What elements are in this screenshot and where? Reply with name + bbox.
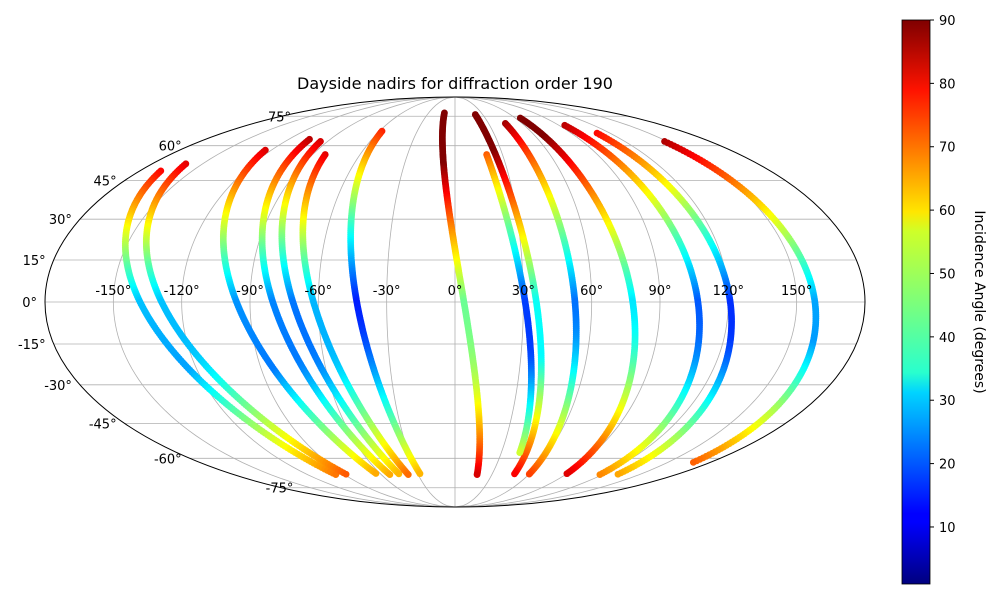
longitude-tick-label: 0° [448, 284, 463, 299]
nadir-point [473, 471, 481, 479]
latitude-tick-labels: 75° 60° 45° 30° 15° 0° -15° -30° -45° -60° -75° [18, 110, 293, 496]
colorbar-tick-label: 80 [939, 77, 956, 92]
nadir-point [416, 470, 424, 478]
nadir-point [386, 471, 394, 479]
colorbar: 10 20 30 40 50 60 70 80 90 Incidence Angle (degr… [901, 14, 987, 585]
nadir-point [511, 470, 518, 478]
nadir-point [563, 470, 571, 478]
longitude-tick-label: -30° [373, 284, 401, 299]
latitude-tick-label: -75° [266, 482, 294, 497]
colorbar-tick-label: 40 [939, 331, 956, 346]
latitude-tick-label: 60° [159, 140, 182, 155]
colorbar-tick-label: 10 [939, 521, 956, 536]
nadir-point [516, 449, 524, 456]
nadir-point [525, 470, 533, 478]
nadir-point [596, 471, 604, 479]
nadir-point [342, 470, 350, 478]
longitude-tick-label: 60° [580, 284, 603, 299]
nadir-point [395, 470, 403, 478]
longitude-tick-label: -60° [304, 284, 332, 299]
longitude-tick-label: -150° [95, 284, 131, 299]
chart-title: Dayside nadirs for diffraction order 190 [297, 74, 613, 93]
colorbar-tick-label: 70 [939, 141, 956, 156]
nadir-point [372, 470, 380, 477]
colorbar-tick-label: 60 [939, 204, 956, 219]
data-points [121, 109, 820, 479]
latitude-tick-label: -15° [18, 338, 46, 353]
latitude-tick-label: 30° [49, 213, 72, 228]
longitude-tick-labels: -150° -120° -90° -60° -30° 0° 30° 60° 90° 120° 150… [95, 284, 812, 299]
colorbar-tick-label: 50 [939, 267, 956, 282]
latitude-tick-label: 75° [268, 110, 291, 125]
latitude-tick-label: 45° [94, 175, 117, 190]
longitude-tick-label: -90° [236, 284, 264, 299]
latitude-tick-label: -45° [89, 417, 117, 432]
longitude-tick-label: 120° [713, 284, 744, 299]
longitude-tick-label: -120° [164, 284, 200, 299]
nadir-point [614, 470, 622, 478]
longitude-tick-label: 30° [512, 284, 535, 299]
longitude-tick-label: 90° [648, 284, 671, 299]
colorbar-tick-label: 30 [939, 394, 956, 409]
longitude-gridline [112, 97, 456, 507]
latitude-tick-label: -30° [44, 379, 72, 394]
latitude-tick-label: 0° [22, 296, 37, 311]
nadir-point [404, 471, 412, 479]
colorbar-tick-label: 90 [939, 14, 956, 29]
colorbar-gradient [901, 19, 931, 585]
colorbar-label: Incidence Angle (degrees) [971, 210, 987, 393]
colorbar-ticks: 10 20 30 40 50 60 70 80 90 [930, 14, 956, 536]
map-gridlines [45, 97, 865, 507]
longitude-gridline [181, 97, 456, 507]
colorbar-tick-label: 20 [939, 458, 956, 473]
longitude-tick-label: 150° [781, 284, 812, 299]
longitude-gridline [317, 97, 456, 507]
nadir-point [689, 458, 697, 466]
latitude-tick-label: 15° [23, 254, 46, 269]
latitude-tick-label: -60° [154, 452, 182, 467]
